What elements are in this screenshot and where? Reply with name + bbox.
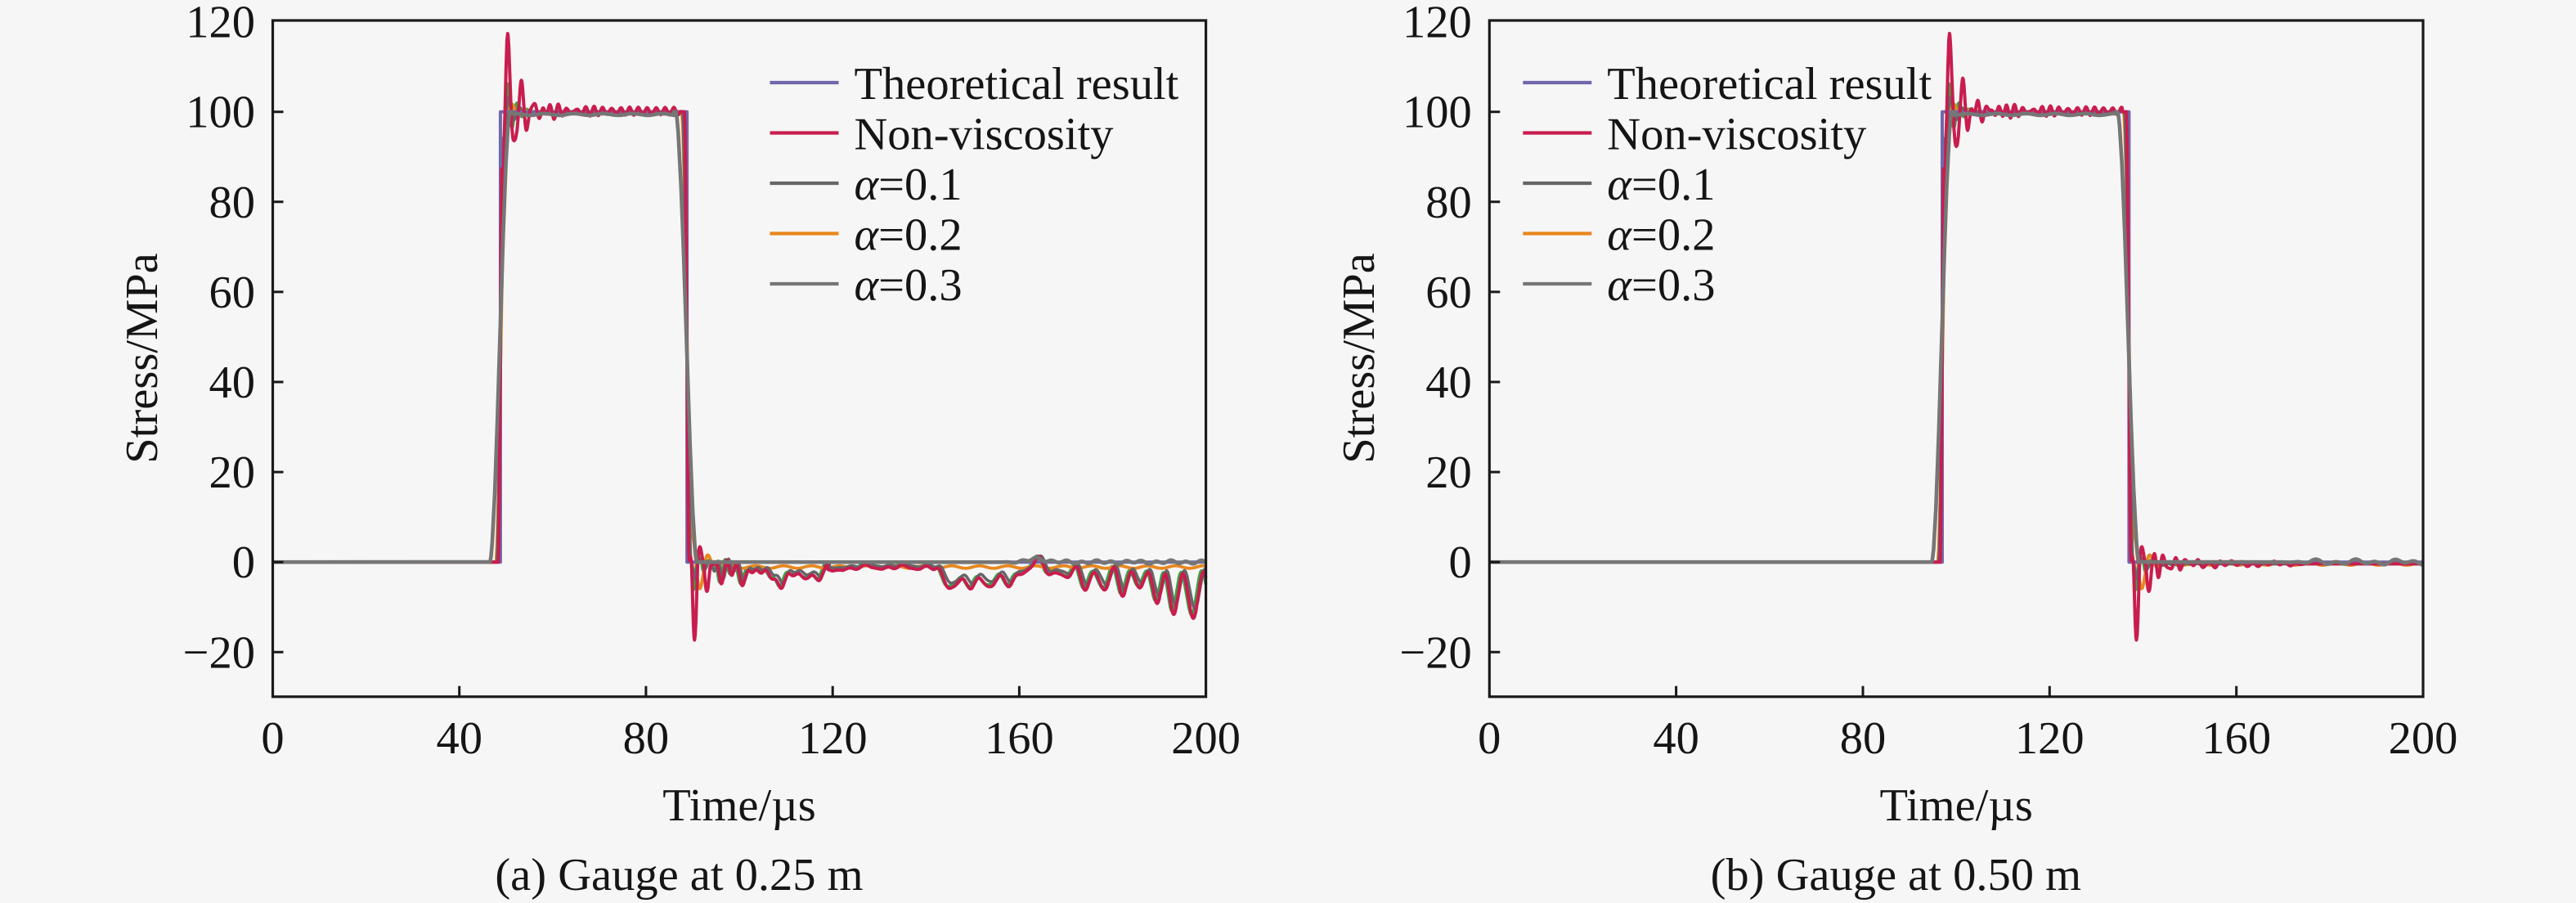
svg-text:Non-viscosity: Non-viscosity <box>855 110 1115 160</box>
svg-text:(b) Gauge at 0.50 m: (b) Gauge at 0.50 m <box>1711 850 2081 901</box>
svg-text:40: 40 <box>1425 357 1472 408</box>
svg-text:80: 80 <box>1425 177 1472 228</box>
svg-text:80: 80 <box>209 177 256 228</box>
svg-text:Stress/MPa: Stress/MPa <box>1334 253 1384 463</box>
svg-text:0: 0 <box>232 537 255 588</box>
svg-text:200: 200 <box>1171 713 1241 764</box>
svg-text:−20: −20 <box>1399 627 1471 678</box>
svg-text:−20: −20 <box>183 627 255 678</box>
svg-text:40: 40 <box>1653 713 1699 764</box>
svg-text:160: 160 <box>2201 713 2271 764</box>
svg-text:α=0.1: α=0.1 <box>855 159 963 210</box>
svg-text:α=0.1: α=0.1 <box>1607 159 1715 210</box>
svg-text:α=0.2: α=0.2 <box>855 210 963 261</box>
svg-text:60: 60 <box>1425 267 1472 318</box>
svg-text:100: 100 <box>186 88 255 138</box>
svg-text:α=0.3: α=0.3 <box>855 260 963 311</box>
svg-text:(a) Gauge at 0.25 m: (a) Gauge at 0.25 m <box>495 850 863 901</box>
svg-text:80: 80 <box>623 713 670 764</box>
svg-text:120: 120 <box>2015 713 2085 764</box>
svg-text:0: 0 <box>1449 537 1472 588</box>
svg-text:40: 40 <box>436 713 482 764</box>
svg-text:Theoretical result: Theoretical result <box>1607 59 1932 110</box>
svg-text:Stress/MPa: Stress/MPa <box>117 253 168 463</box>
svg-text:20: 20 <box>209 447 256 498</box>
svg-text:60: 60 <box>209 267 256 318</box>
svg-text:Theoretical result: Theoretical result <box>855 59 1179 110</box>
svg-text:0: 0 <box>261 713 284 764</box>
svg-text:120: 120 <box>186 0 255 48</box>
svg-text:20: 20 <box>1425 447 1472 498</box>
svg-text:200: 200 <box>2389 713 2458 764</box>
svg-text:Time/µs: Time/µs <box>662 780 816 831</box>
svg-text:40: 40 <box>209 357 256 408</box>
svg-text:Non-viscosity: Non-viscosity <box>1607 110 1867 160</box>
svg-text:80: 80 <box>1840 713 1887 764</box>
svg-text:100: 100 <box>1402 88 1472 138</box>
svg-text:Time/µs: Time/µs <box>1879 780 2033 831</box>
svg-text:0: 0 <box>1478 713 1501 764</box>
svg-text:120: 120 <box>798 713 868 764</box>
svg-text:120: 120 <box>1402 0 1472 48</box>
svg-text:160: 160 <box>985 713 1054 764</box>
svg-text:α=0.2: α=0.2 <box>1607 210 1715 261</box>
svg-text:α=0.3: α=0.3 <box>1607 260 1715 311</box>
